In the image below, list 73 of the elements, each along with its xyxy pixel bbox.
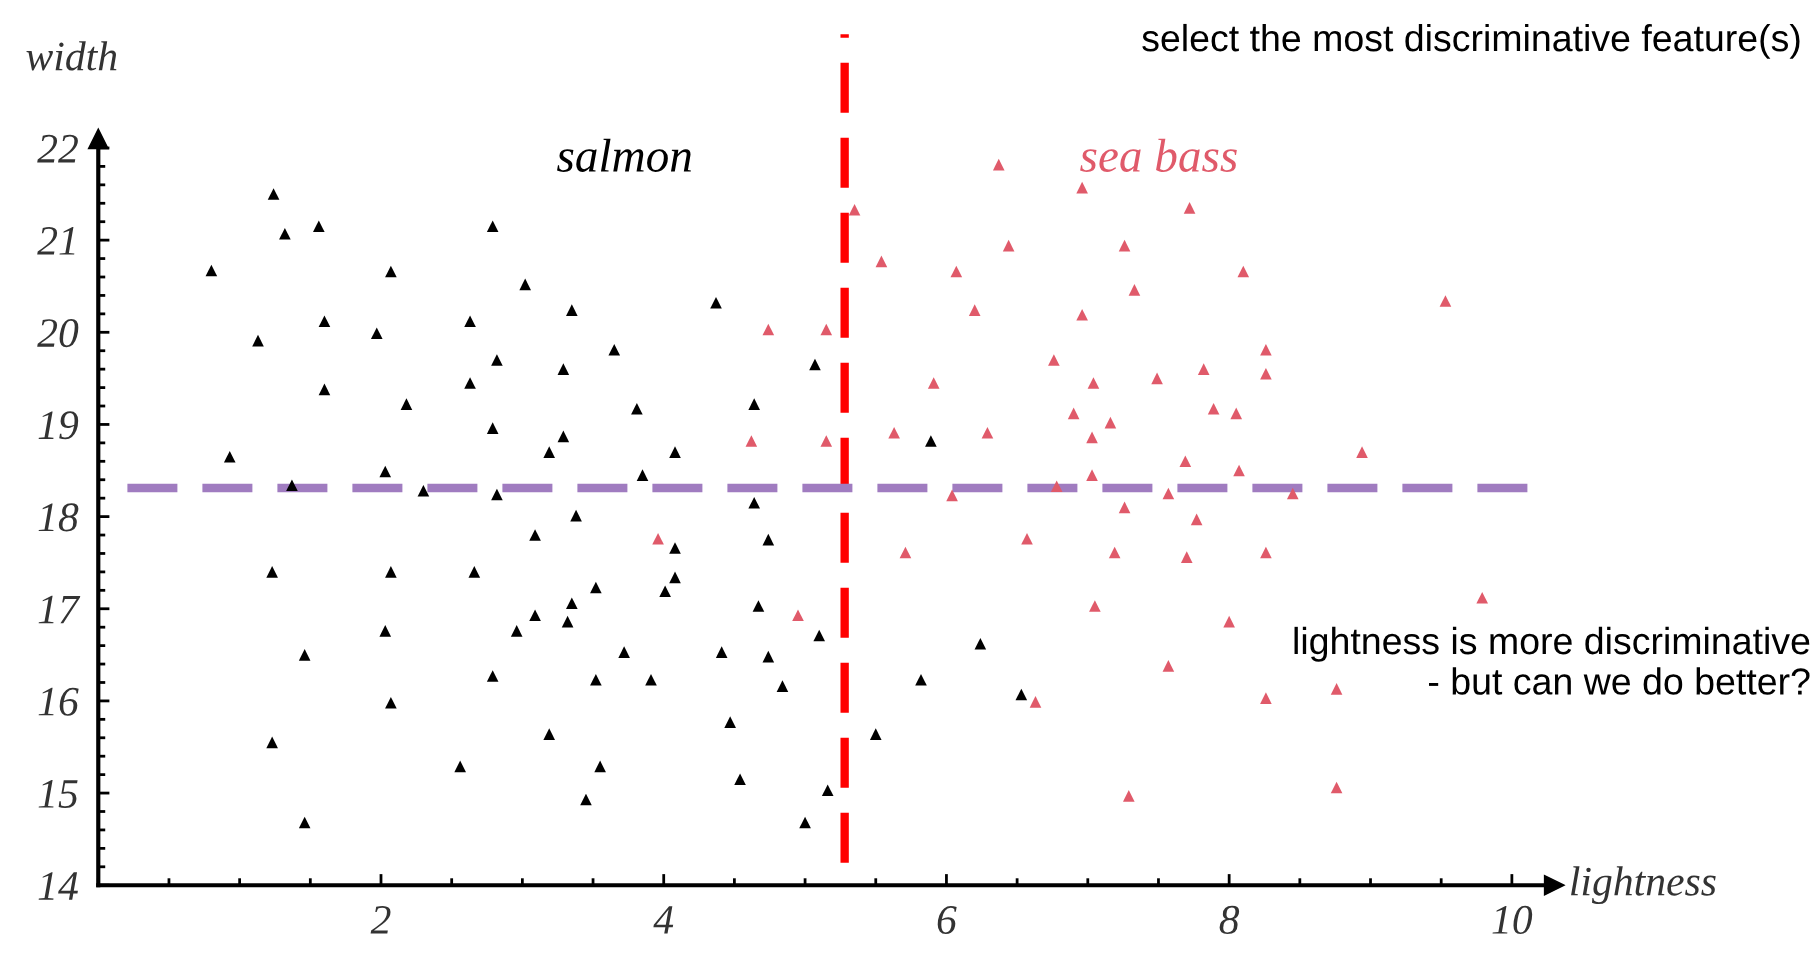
point <box>1021 532 1033 545</box>
point <box>1180 551 1193 563</box>
point <box>820 435 833 447</box>
point <box>1128 284 1141 296</box>
point <box>1190 513 1203 526</box>
point <box>1330 683 1343 695</box>
point <box>792 609 804 622</box>
x-tick-label: 4 <box>653 906 674 934</box>
x-axis-title: lightness <box>1571 866 1716 905</box>
point <box>899 546 912 559</box>
point <box>950 265 963 278</box>
point <box>1476 591 1488 604</box>
point <box>1330 781 1343 794</box>
point <box>762 323 775 336</box>
y-tick-label: 16 <box>38 687 79 716</box>
point <box>1230 407 1243 420</box>
point <box>1118 501 1131 514</box>
point <box>927 377 940 389</box>
point <box>745 435 758 447</box>
point <box>1076 308 1088 321</box>
point <box>1260 367 1272 380</box>
y-tick-label: 19 <box>38 411 79 440</box>
point <box>1260 343 1272 356</box>
y-tick-label: 22 <box>37 134 78 163</box>
point <box>968 304 981 316</box>
point <box>1356 446 1368 458</box>
point <box>875 255 888 268</box>
y-tick-label: 17 <box>38 595 81 624</box>
point <box>1286 487 1299 500</box>
point <box>1122 790 1135 802</box>
point <box>981 426 994 439</box>
point <box>1050 480 1063 492</box>
point <box>652 532 664 545</box>
point <box>992 158 1005 171</box>
point <box>1179 455 1192 468</box>
y-axis-title: width <box>26 41 117 71</box>
point <box>820 323 833 336</box>
point <box>1089 600 1101 612</box>
point <box>1067 407 1080 420</box>
y-tick-label: 20 <box>37 319 79 348</box>
point <box>1108 546 1121 559</box>
point <box>1087 377 1100 389</box>
point <box>1237 265 1250 278</box>
series-label: salmon <box>557 138 691 173</box>
point <box>848 203 861 216</box>
point <box>1439 295 1452 307</box>
point <box>888 426 900 439</box>
x-tick-label: 2 <box>370 905 391 934</box>
y-tick-label: 15 <box>38 780 78 808</box>
point <box>1104 416 1117 429</box>
point <box>1162 660 1175 672</box>
y-tick-label: 21 <box>37 227 75 255</box>
point <box>1002 239 1015 252</box>
x-tick-label: 10 <box>1492 905 1533 934</box>
series-label: sea bass <box>1080 138 1237 173</box>
point <box>1207 402 1220 415</box>
x-tick-label: 8 <box>1219 905 1240 934</box>
y-tick-label: 14 <box>38 872 78 900</box>
point <box>1260 692 1272 704</box>
point <box>1183 202 1196 214</box>
point <box>1086 469 1098 481</box>
chart-title: select the most discriminative feature(s) <box>1142 23 1800 59</box>
point <box>1048 354 1060 366</box>
point <box>1197 363 1210 375</box>
annotation: lightness is more discriminative - but can we do better? <box>1294 626 1810 695</box>
point <box>1086 431 1098 444</box>
x-tick-label: 6 <box>937 905 957 934</box>
point <box>1162 487 1175 500</box>
point <box>1118 239 1131 252</box>
point <box>946 489 958 502</box>
y-tick-label: 18 <box>38 503 79 532</box>
point <box>1151 372 1163 385</box>
point <box>1029 696 1042 708</box>
